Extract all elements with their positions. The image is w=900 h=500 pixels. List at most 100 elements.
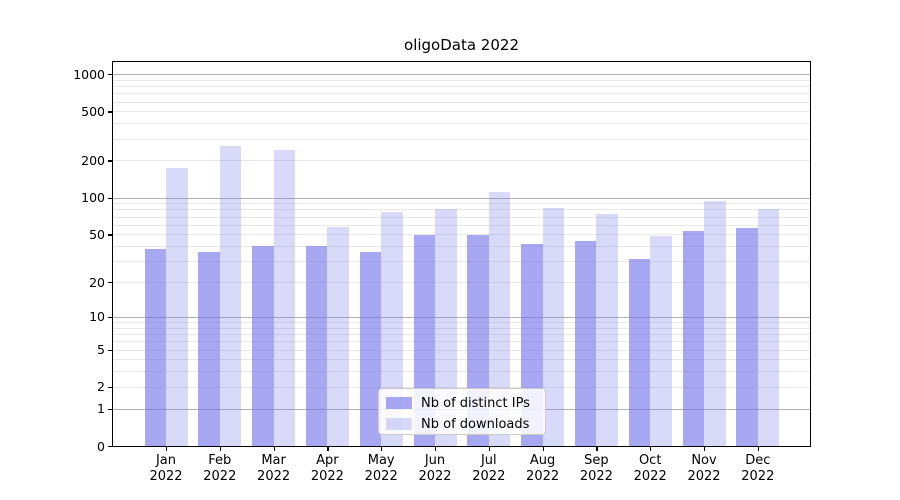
y-tick-mark <box>108 234 113 236</box>
bar-downloads-apr <box>327 227 349 446</box>
legend: Nb of distinct IPs Nb of downloads <box>378 388 546 435</box>
bar-distinct-ips-apr <box>305 246 328 446</box>
y-tick-mark <box>108 386 113 389</box>
gridline-major <box>113 316 810 318</box>
bar-distinct-ips-feb <box>198 251 220 446</box>
y-tick-mark <box>108 446 113 448</box>
gridline-minor <box>113 86 810 87</box>
legend-label-downloads: Nb of downloads <box>421 416 530 432</box>
legend-label-distinct-ips: Nb of distinct IPs <box>421 395 530 411</box>
y-tick-label: 10 <box>89 309 105 325</box>
gridline-minor <box>113 359 810 361</box>
x-tick-label: Jul 2022 <box>472 453 506 484</box>
bar-distinct-ips-oct <box>628 259 651 446</box>
bar-downloads-jul <box>488 192 511 446</box>
gridline-minor <box>113 216 810 218</box>
y-tick-label: 500 <box>81 103 105 119</box>
y-tick-mark <box>108 408 113 410</box>
x-tick-mark <box>704 447 706 451</box>
y-tick-mark <box>108 282 113 284</box>
gridline-minor <box>113 138 810 140</box>
gridline-minor <box>113 203 810 205</box>
gridline-minor <box>113 341 810 343</box>
bar-downloads-sep <box>596 214 618 446</box>
bar-distinct-ips-may <box>359 251 382 446</box>
bar-downloads-oct <box>650 236 672 446</box>
x-tick-label: Oct 2022 <box>633 453 667 484</box>
gridline-minor <box>113 282 810 284</box>
x-tick-label: May 2022 <box>364 453 398 484</box>
gridline-major <box>113 197 810 199</box>
x-tick-mark <box>542 447 544 451</box>
grid-layer <box>113 62 810 446</box>
x-tick-label: Feb 2022 <box>203 453 237 484</box>
y-tick-mark <box>108 111 113 113</box>
bar-downloads-mar <box>273 149 296 446</box>
y-tick-mark <box>108 74 113 76</box>
x-tick-mark <box>166 447 168 451</box>
bar-downloads-jan <box>166 167 188 446</box>
x-tick-mark <box>596 447 598 451</box>
bar-downloads-jun <box>435 209 457 446</box>
legend-swatch-downloads <box>386 418 412 430</box>
bar-downloads-aug <box>542 208 565 446</box>
bar-distinct-ips-jan <box>144 248 166 446</box>
gridline-minor <box>113 327 810 329</box>
gridline-minor <box>113 209 810 211</box>
gridline-minor <box>113 93 810 95</box>
x-tick-label: Jan 2022 <box>149 453 183 484</box>
bar-distinct-ips-sep <box>574 241 597 446</box>
x-tick-label: Dec 2022 <box>741 453 775 484</box>
y-tick-label: 20 <box>89 274 105 290</box>
x-tick-mark <box>381 447 383 451</box>
y-tick-mark <box>108 160 113 162</box>
bar-downloads-may <box>381 212 403 446</box>
x-tick-label: Mar 2022 <box>257 453 291 484</box>
bar-downloads-dec <box>757 209 780 446</box>
chart-title: oligoData 2022 <box>404 36 519 54</box>
y-tick-label: 1000 <box>73 66 105 82</box>
gridline-minor <box>113 386 810 388</box>
x-tick-mark <box>650 447 652 451</box>
y-tick-label: 1 <box>97 401 105 417</box>
x-tick-mark <box>435 447 437 451</box>
bar-downloads-feb <box>219 146 242 446</box>
y-tick-label: 0 <box>97 438 105 454</box>
legend-item-downloads: Nb of downloads <box>386 416 539 432</box>
x-tick-mark <box>327 447 329 451</box>
gridline-minor <box>113 224 810 226</box>
y-tick-label: 100 <box>81 190 105 205</box>
legend-item-distinct-ips: Nb of distinct IPs <box>386 395 539 411</box>
bar-downloads-nov <box>704 200 726 446</box>
y-tick-mark <box>108 349 113 351</box>
y-tick-label: 5 <box>97 342 105 357</box>
y-tick-label: 50 <box>89 226 105 242</box>
x-tick-label: Sep 2022 <box>579 453 613 484</box>
x-tick-label: Aug 2022 <box>526 453 560 484</box>
x-tick-mark <box>757 447 760 451</box>
gridline-minor <box>113 334 810 335</box>
x-tick-mark <box>273 447 275 451</box>
x-tick-mark <box>219 447 222 451</box>
gridline-minor <box>113 246 810 247</box>
plot-area: Nb of distinct IPs Nb of downloads <box>112 61 811 447</box>
gridline-minor <box>113 234 810 236</box>
bar-distinct-ips-mar <box>252 246 274 446</box>
gridline-minor <box>113 101 810 103</box>
x-tick-label: Jun 2022 <box>418 453 452 484</box>
gridline-minor <box>113 371 810 373</box>
gridline-major <box>113 74 810 75</box>
y-tick-mark <box>108 197 113 199</box>
gridline-minor <box>113 79 810 81</box>
x-tick-mark <box>488 447 491 451</box>
gridline-minor <box>113 322 810 323</box>
bar-distinct-ips-dec <box>736 228 758 446</box>
x-tick-label: Apr 2022 <box>310 453 344 484</box>
gridline-minor <box>113 261 810 263</box>
x-tick-label: Nov 2022 <box>687 453 721 484</box>
y-tick-label: 200 <box>81 152 105 168</box>
gridline-minor <box>113 111 810 113</box>
bar-distinct-ips-nov <box>682 231 704 446</box>
legend-swatch-distinct-ips <box>386 397 412 409</box>
